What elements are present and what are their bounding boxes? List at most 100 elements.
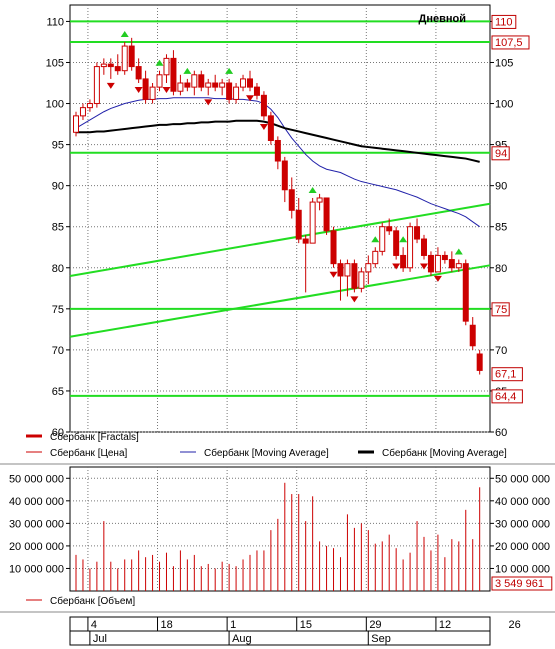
candle-body <box>476 353 483 371</box>
candle-body <box>365 263 372 273</box>
candle <box>462 259 469 326</box>
candle <box>73 111 79 137</box>
volume-tick-label-left: 10 000 000 <box>9 563 64 575</box>
fractal-markers <box>106 30 463 303</box>
month-tick-label: Aug <box>232 633 252 645</box>
candle <box>379 222 386 256</box>
candle <box>469 317 476 350</box>
candle-body <box>434 254 441 273</box>
candle-body <box>330 230 337 265</box>
candle-body <box>372 250 379 265</box>
candle-body <box>462 263 469 322</box>
last-price-label: 67,1 <box>495 369 516 381</box>
fractal-down-marker <box>106 82 115 89</box>
candle-body <box>184 82 191 88</box>
candle-body <box>170 57 177 92</box>
volume-tick-label-left: 20 000 000 <box>9 541 64 553</box>
fractal-down-marker <box>246 95 254 102</box>
candle-body <box>128 45 135 68</box>
candle-body <box>267 115 274 141</box>
candle-body <box>205 82 212 88</box>
fractal-up-marker <box>225 67 234 74</box>
volume-yaxis-right: 10 000 000 20 000 000 30 000 000 40 000 000… <box>490 473 550 575</box>
fractal-down-marker <box>259 123 268 130</box>
candle <box>407 222 414 272</box>
candle <box>240 74 247 92</box>
month-tick-label: Sep <box>371 633 391 645</box>
chart-title: Дневной <box>419 13 467 25</box>
volume-last-label: 3 549 961 <box>491 576 553 591</box>
candle <box>100 58 107 75</box>
candle-body <box>142 78 149 100</box>
candle-body <box>253 86 260 96</box>
candle <box>448 251 455 272</box>
candle <box>247 70 253 92</box>
last-volume-box <box>491 576 553 591</box>
legend-entry: Сбербанк [Moving Average] <box>382 447 507 459</box>
candle <box>421 234 427 260</box>
fractal-down-marker <box>392 263 401 270</box>
volume-tick-label-left: 30 000 000 <box>9 518 64 530</box>
candle-body <box>73 115 79 133</box>
candle <box>288 177 295 219</box>
trend-line <box>69 264 491 338</box>
candle <box>344 259 351 297</box>
fractal-up-marker <box>155 59 164 66</box>
candle-body <box>93 66 100 105</box>
candle <box>135 58 142 84</box>
candles <box>73 37 483 375</box>
volume-tick-label-left: 40 000 000 <box>9 496 64 508</box>
candle-body <box>163 57 170 76</box>
price-tick-label-right: 105 <box>495 57 513 69</box>
candle <box>121 41 128 75</box>
candle <box>177 74 184 96</box>
candle-body <box>323 197 330 232</box>
price-yaxis-right: 60657080859095100105 <box>490 20 513 439</box>
candle-body <box>393 230 400 256</box>
price-tick-label-left: 70 <box>52 345 64 357</box>
candle-body <box>226 82 233 100</box>
last-price-box <box>491 367 523 382</box>
date-tick-label: 1 <box>230 619 236 631</box>
candle <box>281 156 288 203</box>
candle <box>184 78 191 92</box>
level-label-box <box>491 14 517 29</box>
candle <box>114 54 121 75</box>
candle <box>316 193 323 211</box>
candle <box>267 111 274 145</box>
candle-body <box>121 45 128 72</box>
price-tick-label-left: 80 <box>52 263 64 275</box>
candle-body <box>386 226 393 232</box>
level-label-box <box>491 146 510 161</box>
candle-body <box>421 238 427 256</box>
candle-body <box>379 226 386 252</box>
legend-entry: Сбербанк [Цена] <box>50 447 128 459</box>
price-tick-label-right: 90 <box>495 181 507 193</box>
price-tick-label-left: 75 <box>52 304 64 316</box>
candle-body <box>114 66 121 72</box>
candle-body <box>233 86 240 100</box>
candle-body <box>212 82 219 88</box>
date-tick-label: 29 <box>369 619 381 631</box>
candle-body <box>400 254 407 269</box>
candle-body <box>455 263 462 269</box>
candle-body <box>100 63 107 68</box>
price-tick-label-left: 100 <box>46 99 64 111</box>
volume-grid <box>70 467 490 591</box>
candle <box>163 54 170 84</box>
price-panel-frame <box>69 4 491 433</box>
candle <box>219 78 226 96</box>
candle-body <box>351 263 358 289</box>
candle-body <box>156 74 163 88</box>
fractal-up-marker <box>371 236 380 243</box>
candle <box>441 251 448 264</box>
date-tick-label: 26 <box>509 619 521 631</box>
date-axis: 4 18 1 15 29 12 26 Jul Aug Sep <box>87 617 521 645</box>
candle-body <box>288 189 295 211</box>
level-label-box <box>491 389 523 404</box>
level-line-label: 75 <box>495 304 507 316</box>
legend-entry: Сбербанк [Moving Average] <box>204 447 329 459</box>
candle-body <box>107 63 114 68</box>
fractal-up-marker <box>454 248 463 255</box>
candle-body <box>407 226 414 269</box>
